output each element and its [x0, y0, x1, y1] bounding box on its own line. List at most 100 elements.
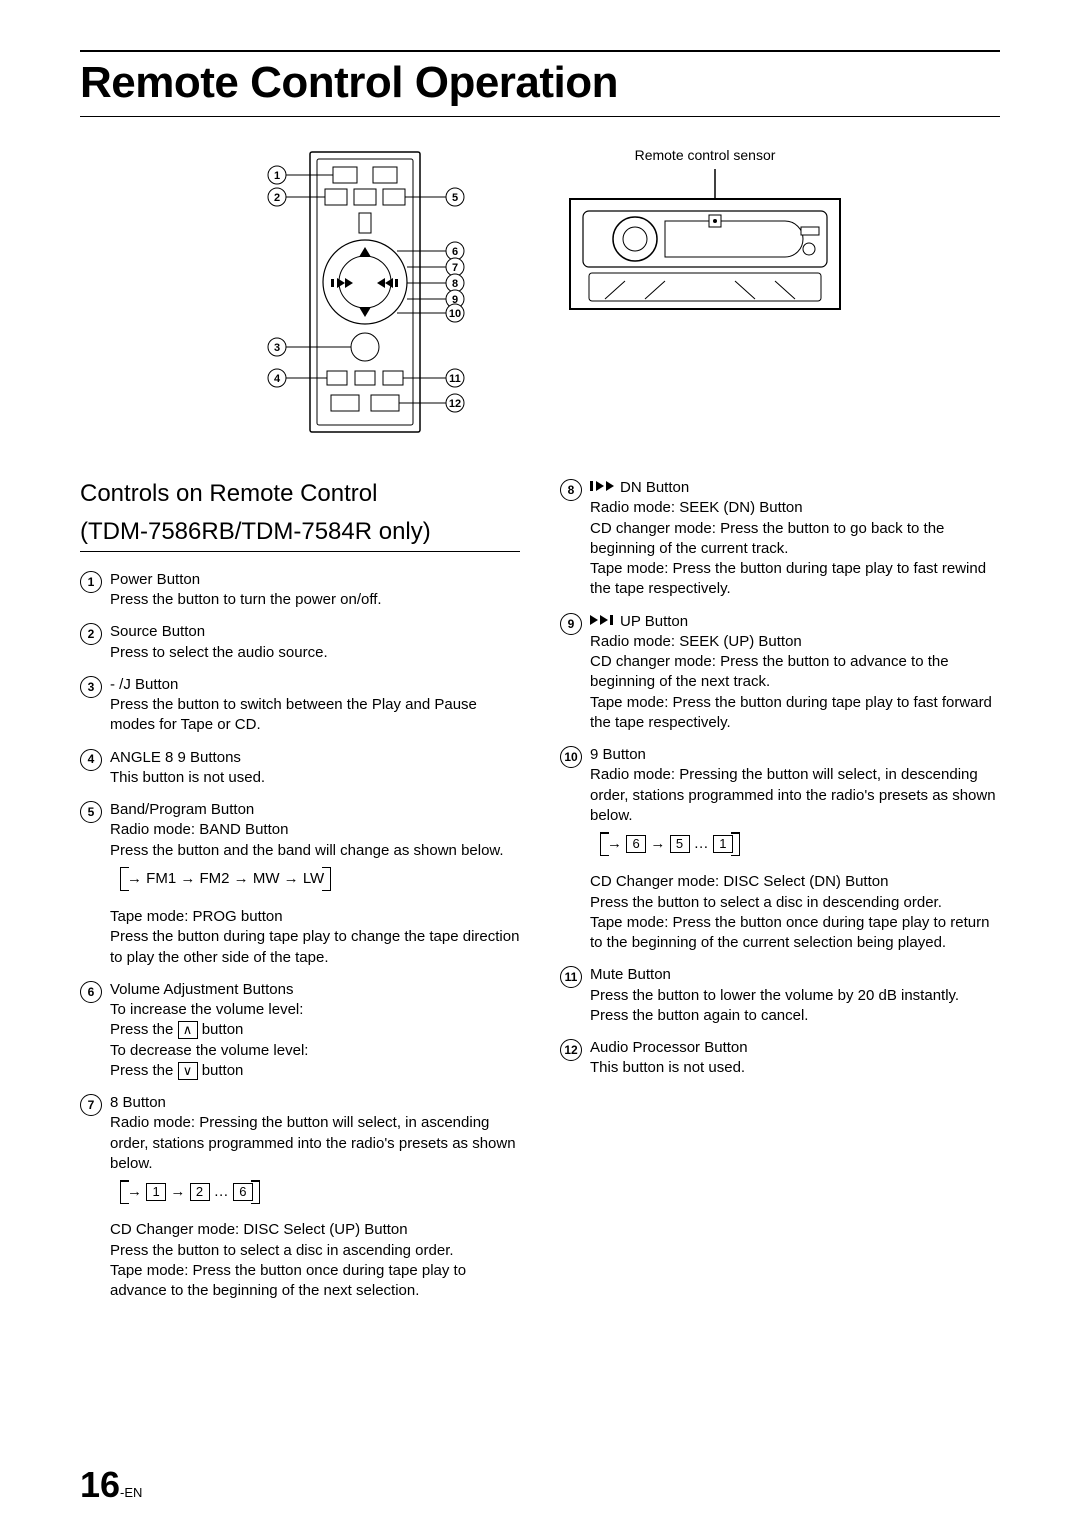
control-item-head: Audio Processor Button — [590, 1038, 1000, 1058]
control-item-body: Audio Processor ButtonThis button is not… — [590, 1038, 1000, 1079]
callout-10: 10 — [449, 308, 461, 320]
page-number-suffix: -EN — [120, 1485, 142, 1500]
control-item-body: ANGLE 8 9 ButtonsThis button is not used… — [110, 748, 520, 789]
control-item-head: Band/Program Button — [110, 800, 520, 820]
control-item: 12Audio Processor ButtonThis button is n… — [560, 1038, 1000, 1079]
callout-3: 3 — [274, 342, 280, 354]
control-item: 11 Mute ButtonPress the button to lower t… — [560, 965, 1000, 1026]
control-item-desc: Radio mode: SEEK (DN) ButtonCD changer m… — [590, 498, 1000, 599]
item-number-circle: 4 — [80, 749, 102, 771]
control-item: 2 Source ButtonPress to select the audio … — [80, 622, 520, 663]
remote-diagram: 1 2 3 4 5 6 7 8 — [235, 147, 485, 442]
page-number: 16-EN — [80, 1464, 142, 1506]
control-item: 8 DN ButtonRadio mode: SEEK (DN) ButtonCD… — [560, 478, 1000, 600]
control-item: 1 Power ButtonPress the button to turn th… — [80, 570, 520, 611]
skip-next-icon — [590, 612, 616, 632]
sensor-label: Remote control sensor — [565, 147, 845, 163]
heading-underline — [80, 551, 520, 552]
section-heading-2: (TDM-7586RB/TDM-7584R only) — [80, 516, 520, 548]
control-item-desc: Radio mode: SEEK (UP) ButtonCD changer m… — [590, 632, 1000, 733]
control-item-head: 9 Button — [590, 745, 1000, 765]
control-item-desc: Press to select the audio source. — [110, 643, 520, 663]
right-column: 8 DN ButtonRadio mode: SEEK (DN) ButtonCD… — [560, 472, 1000, 1313]
cycle-sequence: → FM1 → FM2 → MW → LW — [120, 867, 331, 891]
control-item-desc: Radio mode: Pressing the button will sel… — [590, 765, 1000, 826]
control-item-head: - /J Button — [110, 675, 520, 695]
control-item-body: - /J ButtonPress the button to switch be… — [110, 675, 520, 736]
item-number-circle: 5 — [80, 801, 102, 823]
callout-5: 5 — [452, 192, 458, 204]
control-item-head: UP Button — [590, 612, 1000, 632]
item-number-circle: 3 — [80, 676, 102, 698]
item-number-circle: 7 — [80, 1094, 102, 1116]
control-item: 9 UP ButtonRadio mode: SEEK (UP) ButtonCD… — [560, 612, 1000, 734]
preset-key: 5 — [670, 835, 690, 853]
item-number-circle: 10 — [560, 746, 582, 768]
remote-svg: 1 2 3 4 5 6 7 8 — [235, 147, 485, 437]
page-number-value: 16 — [80, 1464, 120, 1505]
item-number-circle: 11 — [560, 966, 582, 988]
callout-2: 2 — [274, 192, 280, 204]
item-number-circle: 1 — [80, 571, 102, 593]
control-list-left: 1 Power ButtonPress the button to turn th… — [80, 570, 520, 1302]
callout-11: 11 — [449, 373, 461, 385]
callout-8: 8 — [452, 278, 458, 290]
callout-1: 1 — [274, 170, 280, 182]
preset-key: 1 — [713, 835, 733, 853]
body-columns: Controls on Remote Control (TDM-7586RB/T… — [80, 472, 1000, 1313]
control-item-body: Source ButtonPress to select the audio s… — [110, 622, 520, 663]
control-item: 3 - /J ButtonPress the button to switch b… — [80, 675, 520, 736]
volume-key: ∨ — [178, 1062, 198, 1080]
control-item-desc: To increase the volume level:Press the ∧… — [110, 1000, 520, 1081]
skip-prev-icon — [590, 478, 616, 498]
left-column: Controls on Remote Control (TDM-7586RB/T… — [80, 472, 520, 1313]
control-item-desc: CD Changer mode: DISC Select (UP) Button… — [110, 1220, 520, 1301]
control-item-body: Power ButtonPress the button to turn the… — [110, 570, 520, 611]
item-number-circle: 6 — [80, 981, 102, 1003]
control-item: 4 ANGLE 8 9 ButtonsThis button is not use… — [80, 748, 520, 789]
control-item-body: Mute ButtonPress the button to lower the… — [590, 965, 1000, 1026]
preset-key: 2 — [190, 1183, 210, 1201]
callout-7: 7 — [452, 262, 458, 274]
cycle-sequence: → 6 → 5 … 1 — [600, 832, 740, 856]
control-item-head: Volume Adjustment Buttons — [110, 980, 520, 1000]
control-item-head: ANGLE 8 9 Buttons — [110, 748, 520, 768]
control-item: 10 9 ButtonRadio mode: Pressing the butto… — [560, 745, 1000, 953]
callout-6: 6 — [452, 246, 458, 258]
control-item-desc: This button is not used. — [110, 768, 520, 788]
control-item-desc: Press the button to turn the power on/of… — [110, 590, 520, 610]
section-heading-1: Controls on Remote Control — [80, 478, 520, 510]
control-item-head: DN Button — [590, 478, 1000, 498]
item-number-circle: 8 — [560, 479, 582, 501]
control-item-desc: This button is not used. — [590, 1058, 1000, 1078]
page-title: Remote Control Operation — [80, 56, 1000, 112]
title-rule-top — [80, 50, 1000, 52]
title-rule-bottom — [80, 116, 1000, 117]
figures-row: 1 2 3 4 5 6 7 8 — [80, 147, 1000, 442]
control-item-body: Band/Program ButtonRadio mode: BAND Butt… — [110, 800, 520, 968]
control-item-head: Power Button — [110, 570, 520, 590]
control-item-body: UP ButtonRadio mode: SEEK (UP) ButtonCD … — [590, 612, 1000, 734]
item-number-circle: 9 — [560, 613, 582, 635]
control-item-body: 8 ButtonRadio mode: Pressing the button … — [110, 1093, 520, 1301]
item-number-circle: 2 — [80, 623, 102, 645]
manual-page: Remote Control Operation — [0, 0, 1080, 1526]
head-unit-diagram: Remote control sensor — [565, 147, 845, 442]
preset-key: 1 — [146, 1183, 166, 1201]
control-item-desc: Press the button to switch between the P… — [110, 695, 520, 736]
control-item-body: Volume Adjustment ButtonsTo increase the… — [110, 980, 520, 1081]
volume-key: ∧ — [178, 1021, 198, 1039]
control-item: 7 8 ButtonRadio mode: Pressing the button… — [80, 1093, 520, 1301]
control-list-right: 8 DN ButtonRadio mode: SEEK (DN) ButtonCD… — [560, 478, 1000, 1079]
control-item-desc: Radio mode: Pressing the button will sel… — [110, 1113, 520, 1174]
head-unit-svg — [565, 169, 845, 319]
callout-4: 4 — [274, 373, 281, 385]
control-item-desc: Press the button to lower the volume by … — [590, 986, 1000, 1027]
control-item-desc: CD Changer mode: DISC Select (DN) Button… — [590, 872, 1000, 953]
cycle-sequence: → 1 → 2 … 6 — [120, 1180, 260, 1204]
control-item-desc: Tape mode: PROG buttonPress the button d… — [110, 907, 520, 968]
control-item-head: 8 Button — [110, 1093, 520, 1113]
callout-12: 12 — [449, 398, 461, 410]
control-item-head: Mute Button — [590, 965, 1000, 985]
preset-key: 6 — [626, 835, 646, 853]
